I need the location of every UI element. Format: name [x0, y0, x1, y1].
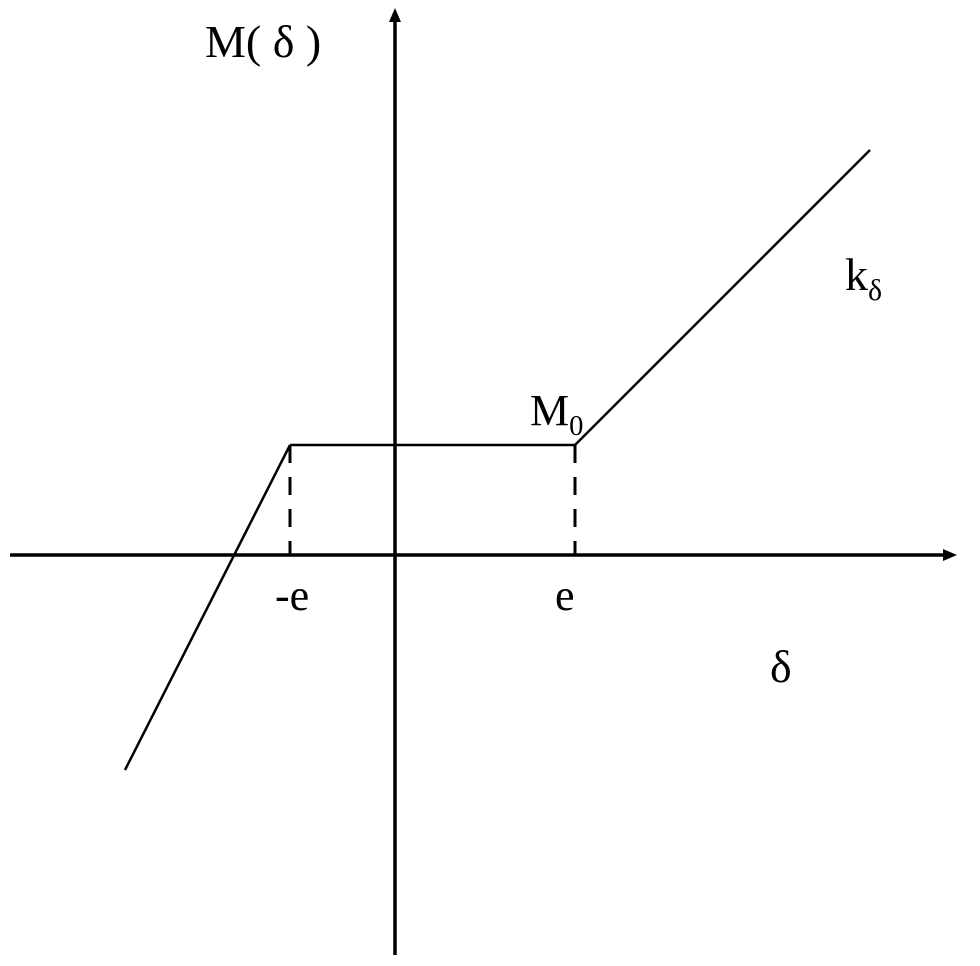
neg-e-label: -e	[275, 570, 309, 621]
curve-group	[125, 150, 870, 770]
diagram-container: M( δ ) δ kδ M0 -e e	[0, 0, 980, 966]
diagram-svg	[0, 0, 980, 966]
m0-label: M0	[530, 385, 583, 443]
x-axis-label: δ	[770, 640, 792, 693]
axes-group	[10, 20, 945, 955]
y-axis-label: M( δ )	[205, 15, 321, 68]
dashed-lines-group	[290, 445, 575, 555]
pos-e-label: e	[555, 570, 575, 621]
slope-label: kδ	[845, 248, 882, 308]
